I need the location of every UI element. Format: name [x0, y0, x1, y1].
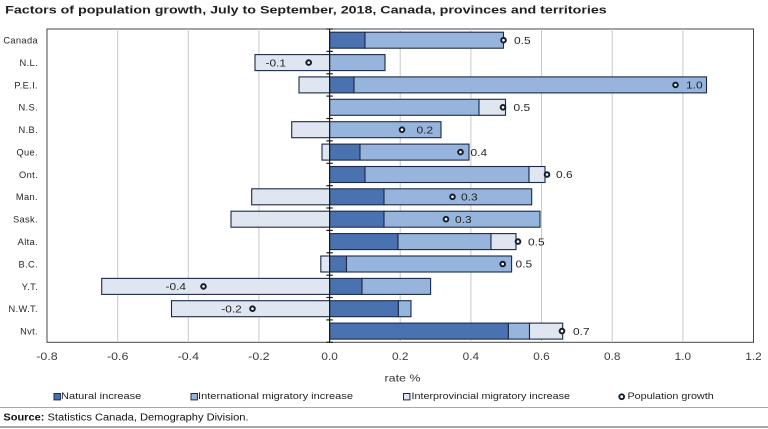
svg-text:Ont.: Ont. [19, 170, 38, 180]
svg-text:N.S.: N.S. [19, 103, 38, 113]
svg-text:Man.: Man. [16, 192, 38, 202]
svg-text:1.2: 1.2 [745, 351, 761, 363]
svg-text:International migratory increa: International migratory increase [198, 391, 353, 401]
svg-text:0.0: 0.0 [321, 351, 337, 363]
svg-text:Alta.: Alta. [18, 237, 38, 247]
svg-text:0.5: 0.5 [514, 35, 531, 47]
svg-text:1.0: 1.0 [686, 80, 703, 92]
svg-text:Nvt.: Nvt. [20, 327, 38, 337]
svg-text:0.6: 0.6 [533, 351, 549, 363]
svg-text:P.E.I.: P.E.I. [14, 80, 38, 90]
svg-text:B.C.: B.C. [19, 259, 38, 269]
svg-text:Y.T.: Y.T. [22, 282, 38, 292]
svg-text:0.2: 0.2 [392, 351, 408, 363]
svg-text:Source:: Source: [3, 413, 44, 424]
svg-text:Statistics Canada, Demography: Statistics Canada, Demography Division. [48, 413, 249, 424]
svg-text:Interprovincial migratory incr: Interprovincial migratory increase [412, 391, 571, 401]
svg-text:Natural increase: Natural increase [61, 391, 141, 401]
svg-text:0.4: 0.4 [463, 351, 479, 363]
svg-text:Canada: Canada [3, 36, 38, 46]
svg-text:0.3: 0.3 [461, 192, 478, 204]
svg-text:rate %: rate % [385, 372, 421, 384]
svg-text:N.B.: N.B. [19, 125, 38, 135]
svg-text:N.L.: N.L. [20, 58, 38, 68]
svg-text:0.2: 0.2 [417, 124, 434, 136]
svg-text:0.5: 0.5 [514, 102, 531, 114]
svg-text:Sask.: Sask. [13, 215, 38, 225]
svg-text:-0.2: -0.2 [221, 303, 242, 315]
svg-text:Que.: Que. [16, 148, 38, 158]
svg-text:N.W.T.: N.W.T. [9, 304, 38, 314]
svg-text:0.7: 0.7 [573, 326, 590, 338]
svg-text:0.5: 0.5 [516, 259, 533, 271]
svg-text:0.6: 0.6 [556, 169, 573, 181]
svg-text:-0.2: -0.2 [248, 351, 269, 363]
svg-text:-0.1: -0.1 [266, 57, 287, 69]
svg-text:Population growth: Population growth [628, 391, 714, 401]
svg-text:0.3: 0.3 [455, 214, 472, 226]
svg-text:0.4: 0.4 [471, 147, 488, 159]
svg-text:Factors of population growth,: Factors of population growth, July to Se… [5, 4, 607, 16]
svg-text:-0.6: -0.6 [107, 351, 128, 363]
svg-text:1.0: 1.0 [675, 351, 691, 363]
svg-text:-0.8: -0.8 [36, 351, 57, 363]
svg-text:0.5: 0.5 [528, 236, 545, 248]
svg-text:-0.4: -0.4 [178, 351, 199, 363]
svg-text:-0.4: -0.4 [166, 281, 187, 293]
svg-text:0.8: 0.8 [604, 351, 620, 363]
